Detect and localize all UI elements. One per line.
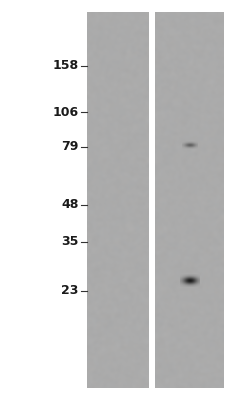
FancyBboxPatch shape	[154, 12, 222, 388]
FancyBboxPatch shape	[86, 12, 148, 388]
Text: 48: 48	[61, 198, 78, 211]
Text: 79: 79	[61, 140, 78, 153]
Text: 35: 35	[61, 235, 78, 248]
Text: 158: 158	[52, 59, 78, 72]
Text: 106: 106	[52, 106, 78, 119]
Text: 23: 23	[61, 284, 78, 297]
